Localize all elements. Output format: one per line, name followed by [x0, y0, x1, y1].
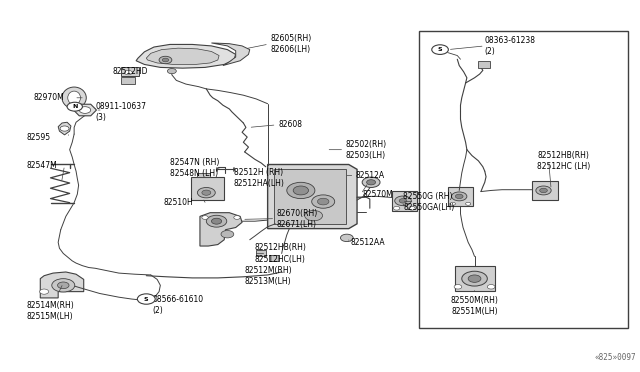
- Bar: [269, 255, 279, 261]
- Text: 82512AA: 82512AA: [351, 238, 385, 247]
- Text: S: S: [144, 296, 148, 302]
- Text: 82970M: 82970M: [34, 93, 65, 102]
- Polygon shape: [58, 122, 71, 135]
- Circle shape: [317, 198, 329, 205]
- Circle shape: [287, 182, 315, 199]
- Text: 82605(RH)
82606(LH): 82605(RH) 82606(LH): [270, 34, 312, 54]
- Circle shape: [340, 234, 353, 241]
- Text: 82608: 82608: [278, 121, 303, 129]
- Text: 82570M: 82570M: [362, 190, 393, 199]
- Polygon shape: [136, 44, 236, 68]
- Ellipse shape: [62, 87, 86, 109]
- Text: 82547M: 82547M: [26, 161, 57, 170]
- Bar: [392, 191, 417, 211]
- Circle shape: [312, 195, 335, 208]
- Circle shape: [125, 70, 132, 75]
- Text: 82502(RH)
82503(LH): 82502(RH) 82503(LH): [346, 140, 387, 160]
- Circle shape: [159, 56, 172, 64]
- Polygon shape: [268, 164, 357, 229]
- Circle shape: [395, 196, 412, 206]
- Text: 82510H: 82510H: [164, 198, 193, 207]
- Circle shape: [234, 216, 240, 219]
- Circle shape: [536, 186, 551, 195]
- Circle shape: [487, 285, 495, 289]
- Circle shape: [67, 102, 83, 111]
- Circle shape: [168, 68, 176, 74]
- Text: 82514M(RH)
82515M(LH): 82514M(RH) 82515M(LH): [26, 301, 74, 321]
- Text: N: N: [72, 104, 77, 109]
- Circle shape: [221, 231, 234, 238]
- Circle shape: [202, 216, 208, 219]
- Text: 82512HB(RH)
82512HC (LH): 82512HB(RH) 82512HC (LH): [537, 151, 590, 171]
- Circle shape: [462, 271, 487, 286]
- Text: 08566-61610
(2): 08566-61610 (2): [153, 295, 204, 315]
- Circle shape: [40, 289, 49, 294]
- Circle shape: [293, 186, 308, 195]
- Circle shape: [456, 194, 463, 199]
- Polygon shape: [211, 43, 250, 65]
- Circle shape: [52, 279, 75, 292]
- Polygon shape: [40, 272, 84, 298]
- Circle shape: [60, 126, 69, 131]
- Circle shape: [138, 294, 156, 304]
- Circle shape: [451, 202, 456, 205]
- Text: 82512M(RH)
82513M(LH): 82512M(RH) 82513M(LH): [244, 266, 292, 286]
- Bar: [121, 77, 135, 84]
- Circle shape: [399, 199, 407, 203]
- Bar: [121, 67, 139, 76]
- Text: 82547N (RH)
82548N (LH): 82547N (RH) 82548N (LH): [170, 158, 220, 178]
- Text: 82550G (RH)
82550GA(LH): 82550G (RH) 82550GA(LH): [403, 192, 454, 212]
- Circle shape: [362, 177, 380, 187]
- Text: S: S: [438, 47, 442, 52]
- Circle shape: [206, 215, 227, 227]
- Bar: [478, 61, 490, 68]
- Circle shape: [211, 218, 221, 224]
- Text: 82512H (RH)
82512HA(LH): 82512H (RH) 82512HA(LH): [234, 168, 285, 188]
- Ellipse shape: [68, 91, 81, 105]
- Bar: [256, 250, 266, 256]
- Circle shape: [58, 282, 69, 289]
- Polygon shape: [200, 213, 242, 246]
- Bar: [419, 31, 628, 328]
- Text: 08363-61238
(2): 08363-61238 (2): [484, 36, 536, 56]
- Circle shape: [468, 275, 481, 282]
- Text: 82595: 82595: [26, 133, 51, 142]
- Circle shape: [432, 45, 449, 54]
- Polygon shape: [147, 48, 219, 64]
- Circle shape: [367, 180, 376, 185]
- Circle shape: [197, 187, 215, 198]
- Text: 82512A: 82512A: [356, 171, 385, 180]
- Bar: [191, 177, 224, 200]
- Text: «825»0097: «825»0097: [595, 353, 636, 362]
- Circle shape: [394, 206, 400, 210]
- Circle shape: [454, 285, 462, 289]
- Circle shape: [163, 58, 169, 62]
- Text: 82550M(RH)
82551M(LH): 82550M(RH) 82551M(LH): [451, 296, 499, 317]
- Bar: [456, 266, 495, 291]
- Text: 82670(RH)
82671(LH): 82670(RH) 82671(LH): [276, 209, 318, 229]
- Text: 82512HD: 82512HD: [113, 67, 148, 76]
- Circle shape: [305, 211, 323, 221]
- Text: 08911-10637
(3): 08911-10637 (3): [95, 102, 146, 122]
- Bar: [197, 173, 210, 177]
- Circle shape: [409, 206, 415, 210]
- Text: 82512HB(RH)
82512HC(LH): 82512HB(RH) 82512HC(LH): [255, 243, 307, 263]
- Bar: [448, 187, 473, 206]
- Bar: [274, 169, 346, 224]
- Circle shape: [202, 190, 211, 195]
- Circle shape: [79, 107, 91, 113]
- Bar: [532, 181, 557, 200]
- Circle shape: [466, 202, 470, 205]
- Circle shape: [452, 192, 467, 201]
- Circle shape: [540, 188, 547, 193]
